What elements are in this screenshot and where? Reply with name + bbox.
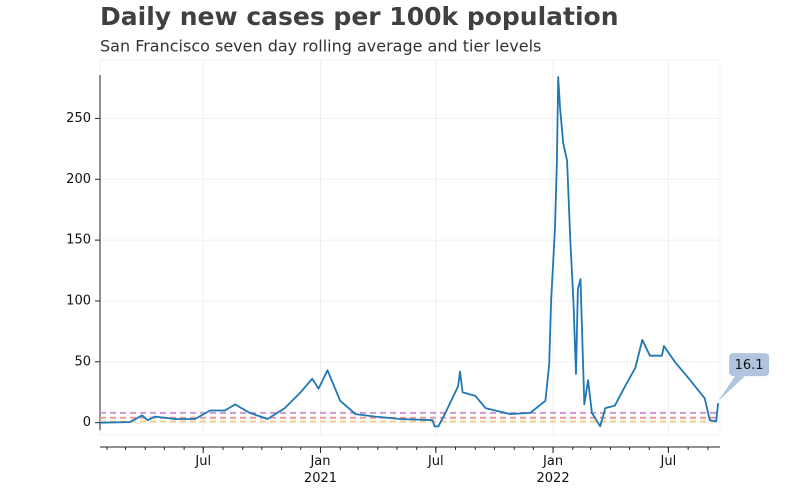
y-tick-label: 150	[66, 233, 91, 248]
callout-label: 16.1	[735, 358, 764, 373]
y-tick-label: 250	[66, 111, 91, 126]
y-tick-label: 0	[83, 415, 91, 430]
y-tick-label: 50	[74, 354, 91, 369]
y-tick-label: 100	[66, 293, 91, 308]
y-tick-label: 200	[66, 172, 91, 187]
x-tick-label: Jul	[427, 454, 444, 469]
chart-title: Daily new cases per 100k population	[100, 2, 619, 31]
x-tick-label: Jan 2021	[304, 454, 337, 486]
x-tick-label: Jul	[194, 454, 211, 469]
chart-subtitle: San Francisco seven day rolling average …	[100, 37, 541, 56]
callout-box	[729, 353, 770, 377]
data-line	[99, 76, 719, 428]
x-tick-label: Jan 2022	[537, 454, 570, 486]
x-tick-label: Jul	[660, 454, 677, 469]
callout-pointer	[718, 376, 746, 402]
plot-frame	[99, 59, 721, 436]
